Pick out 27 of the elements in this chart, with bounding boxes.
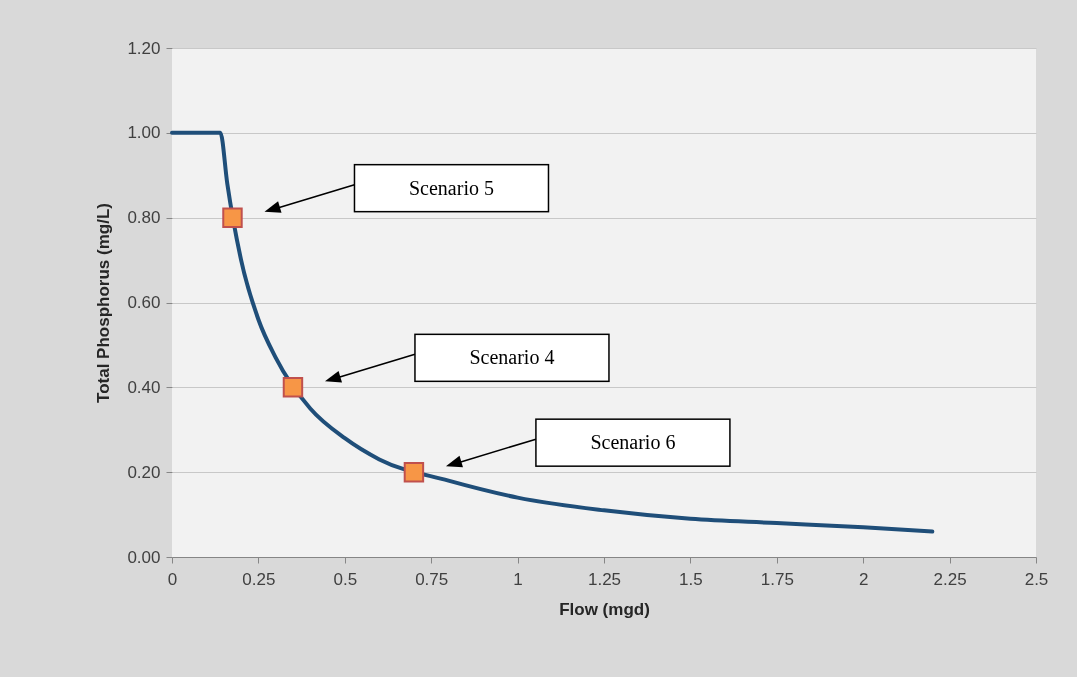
y-tick-label: 0.00 [127, 547, 161, 567]
point [222, 207, 243, 228]
x-tick-label: 2.25 [933, 569, 967, 589]
x-tick-label: 1.75 [760, 569, 794, 589]
annotation: Scenario 5 [408, 176, 494, 199]
line-series [170, 130, 935, 534]
y-tick-label: 0.20 [127, 462, 161, 482]
point [403, 461, 425, 483]
y-tick-label: 0.40 [127, 377, 161, 397]
y-tick-label: 1.00 [127, 123, 161, 143]
x-tick-label: 0.25 [242, 569, 276, 589]
x-tick-label: 0.5 [333, 569, 358, 589]
x-axis-title: Flow (mgd) [559, 599, 650, 619]
x-tick-label: 0 [167, 569, 178, 589]
x-tick-label: 2 [858, 569, 869, 589]
y-tick-label: 0.60 [127, 293, 161, 312]
x-tick-label: 1.5 [679, 569, 703, 589]
y-tick-label: 1.20 [127, 38, 161, 58]
x-tick-label: 0.75 [415, 569, 449, 589]
annotation: Scenario 4 [469, 346, 555, 369]
x-tick-label: 2.5 [1024, 569, 1049, 589]
y-axis-title: Total Phosphorus (mg/L) [94, 203, 114, 403]
y-tick-label: 0.80 [127, 208, 161, 228]
point [282, 377, 304, 398]
x-tick-label: 1.25 [587, 569, 622, 589]
annotation: Scenario 6 [590, 431, 676, 454]
x-tick-label: 1 [513, 569, 523, 589]
